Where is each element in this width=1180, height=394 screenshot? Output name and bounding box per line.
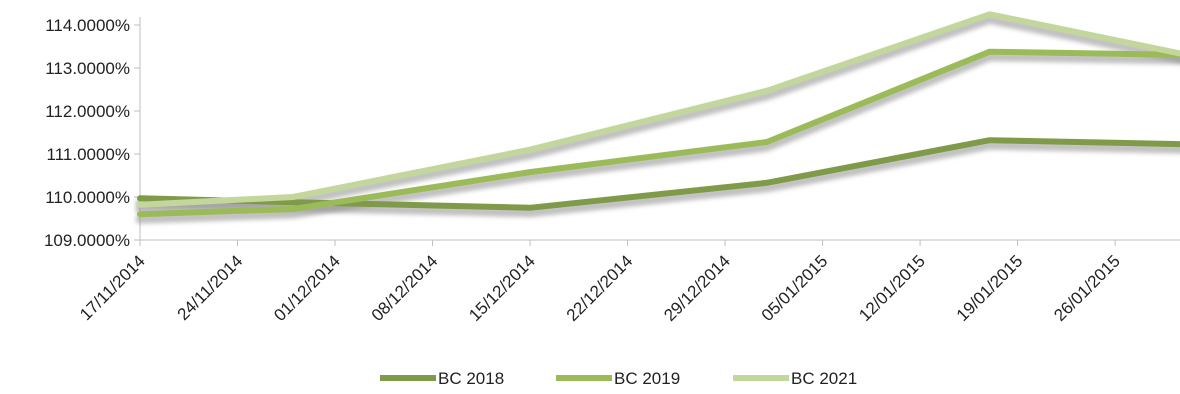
y-tick-label: 113.0000%: [45, 59, 130, 78]
series-lines: [137, 11, 1180, 218]
x-tick-label: 29/12/2014: [660, 251, 734, 325]
x-tick-label: 19/01/2015: [953, 251, 1027, 325]
x-tick-label: 08/12/2014: [368, 251, 442, 325]
x-tick-label: 12/01/2015: [855, 251, 929, 325]
y-tick-label: 112.0000%: [45, 102, 130, 121]
x-tick-label: 01/12/2014: [270, 251, 344, 325]
legend-label-bc-2019: BC 2019: [614, 369, 680, 388]
series-line-bc-2018: [137, 137, 1180, 211]
x-tick-label: 26/01/2015: [1050, 251, 1124, 325]
series-shadow-bc-2019: [135, 52, 1180, 224]
series-line-bc-2019: [137, 48, 1180, 218]
legend-label-bc-2021: BC 2021: [791, 369, 857, 388]
y-tick-label: 110.0000%: [45, 188, 130, 207]
x-tick-label: 17/11/2014: [76, 251, 149, 324]
x-tick-label: 22/12/2014: [563, 251, 637, 325]
legend-label-bc-2018: BC 2018: [438, 369, 504, 388]
x-tick-label: 24/11/2014: [174, 251, 247, 324]
legend: BC 2018 BC 2019 BC 2021: [380, 369, 857, 388]
x-tick-label: 15/12/2014: [465, 251, 539, 325]
series-line-bc-2021: [137, 11, 1180, 208]
y-tick-labels: 109.0000% 110.0000% 111.0000% 112.0000% 113.…: [44, 16, 130, 250]
x-tick-label: 05/01/2015: [758, 251, 832, 325]
y-tick-label: 111.0000%: [47, 145, 131, 164]
y-tick-label: 109.0000%: [44, 231, 130, 250]
y-tick-label: 114.0000%: [45, 16, 130, 35]
x-tick-labels: 17/11/2014 24/11/2014 01/12/2014 08/12/2014…: [76, 251, 1124, 325]
